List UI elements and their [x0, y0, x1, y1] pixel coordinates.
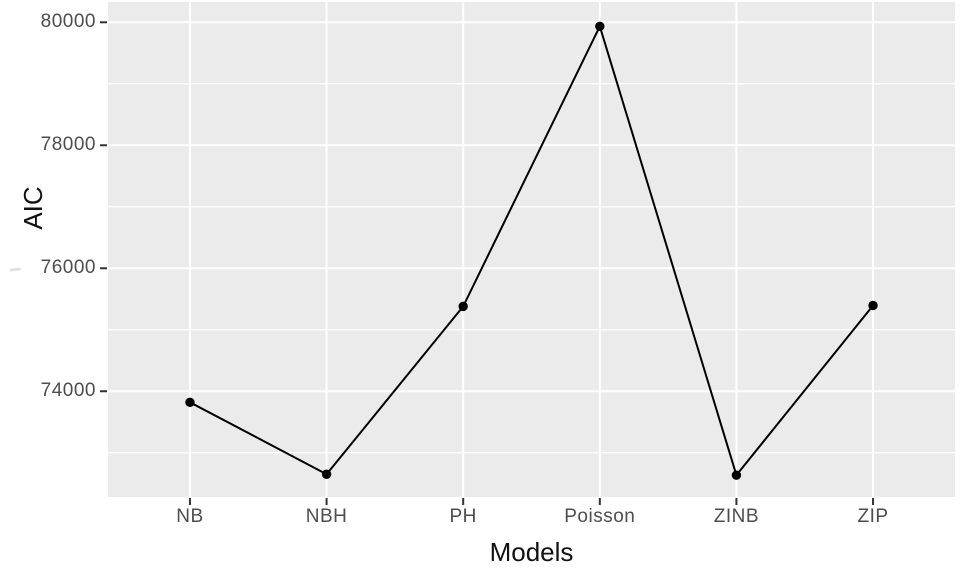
data-point	[868, 300, 878, 311]
x-tick-label: PH	[449, 506, 477, 527]
y-tick-label: 74000	[40, 380, 96, 402]
data-point	[458, 301, 468, 312]
panel-background	[108, 2, 955, 497]
y-tick-label: 78000	[40, 134, 96, 156]
x-tick-label: ZIP	[857, 506, 889, 527]
data-point	[321, 469, 332, 479]
x-tick-label: NBH	[305, 506, 348, 527]
data-line	[189, 23, 874, 478]
x-tick-label: Poisson	[564, 506, 636, 527]
y-tick-label: 80000	[40, 11, 96, 33]
x-axis-title: Models	[489, 537, 574, 567]
x-tick-label: ZINB	[713, 506, 760, 527]
data-point	[731, 470, 742, 480]
y-tick-label: 76000	[40, 257, 96, 279]
data-point	[185, 397, 195, 408]
x-tick-label: NB	[176, 506, 204, 527]
y-axis-title: AIC	[18, 186, 48, 230]
data-point	[595, 21, 605, 31]
